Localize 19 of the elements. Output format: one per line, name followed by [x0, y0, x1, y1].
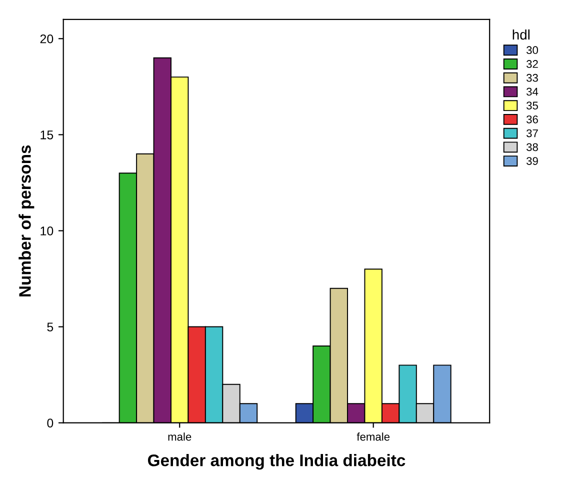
y-tick-label: 5: [47, 322, 54, 332]
y-tick-label: 0: [47, 418, 54, 428]
legend-label: 36: [526, 115, 538, 124]
x-tick-label: male: [168, 432, 192, 441]
y-tick-label: 10: [40, 226, 54, 236]
legend-label: 38: [526, 143, 538, 152]
legend-label: 35: [526, 102, 538, 110]
x-axis-title: Gender among the India diabeitc: [148, 454, 406, 470]
y-axis-title: Number of persons: [18, 145, 34, 296]
legend-label: 39: [526, 157, 538, 165]
legend-label: 34: [526, 88, 538, 96]
legend-label: 30: [526, 46, 538, 54]
legend-label: 37: [526, 129, 538, 138]
y-tick-label: 15: [40, 130, 54, 140]
y-tick-label: 20: [40, 34, 54, 44]
x-tick-label: female: [356, 432, 390, 441]
legend-label: 32: [526, 60, 538, 68]
legend-title: hdl: [512, 29, 530, 40]
legend-label: 33: [526, 74, 538, 82]
